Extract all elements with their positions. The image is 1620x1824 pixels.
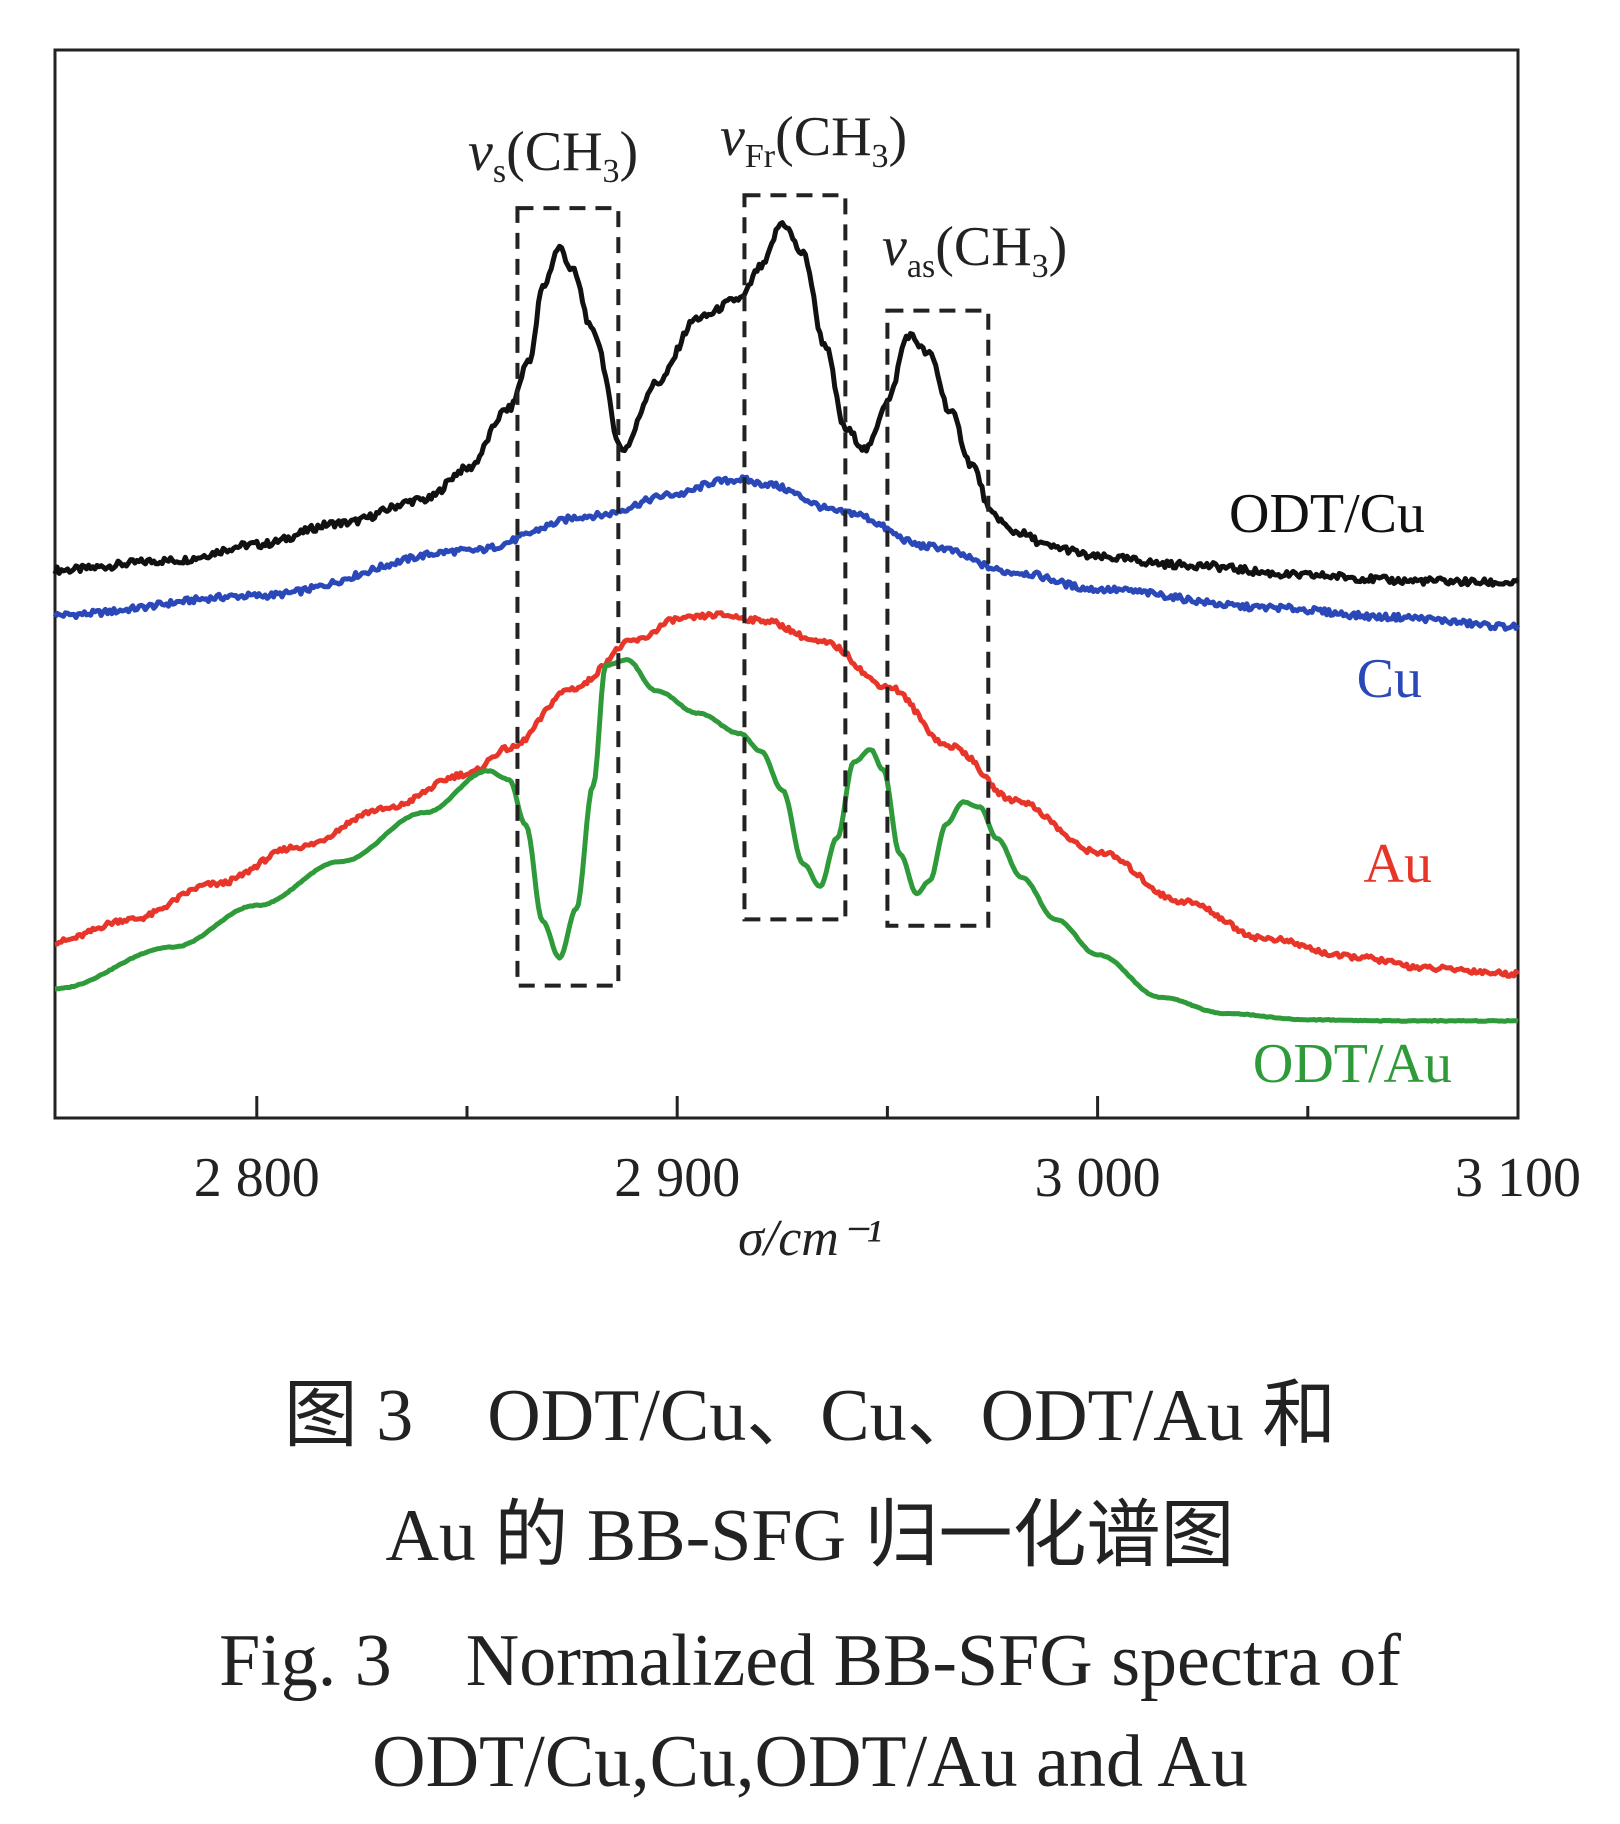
x-tick-label: 3 100 <box>1455 1147 1581 1209</box>
band-label-vfr: vFr(CH3) <box>720 106 907 175</box>
x-axis: 2 800 2 900 3 000 3 100 <box>194 1096 1581 1209</box>
x-tick-label: 2 800 <box>194 1147 320 1209</box>
series-label-odt-cu: ODT/Cu <box>1229 483 1425 545</box>
band-box-vfr <box>742 193 848 922</box>
series-line-odt-au <box>54 657 1519 1024</box>
caption-cn-line2: Au 的 BB-SFG 归一化谱图 <box>385 1495 1235 1577</box>
series-label-odt-au: ODT/Au <box>1253 1033 1452 1095</box>
x-axis-label: σ/cm⁻¹ <box>738 1210 882 1267</box>
band-layer <box>515 193 991 988</box>
band-label-vs: vs(CH3) <box>468 121 638 190</box>
band-label-vas: vas(CH3) <box>882 216 1067 285</box>
caption-en-line2: ODT/Cu,Cu,ODT/Au and Au <box>372 1721 1248 1803</box>
plot-frame <box>53 48 1520 1120</box>
series-layer <box>52 220 1521 1024</box>
caption-cn-line1: 图 3 ODT/Cu、Cu、ODT/Au 和 <box>283 1375 1337 1457</box>
caption-en-line1: Fig. 3 Normalized BB-SFG spectra of <box>219 1620 1401 1702</box>
sfg-chart: 2 800 2 900 3 000 3 100 vs(CH3) vFr(CH3) va… <box>52 48 1581 1267</box>
band-box-vas <box>885 308 991 928</box>
x-tick-label: 2 900 <box>614 1147 740 1209</box>
x-tick-label: 3 000 <box>1035 1147 1161 1209</box>
series-line-cu <box>52 474 1521 632</box>
series-line-au <box>54 610 1521 979</box>
series-line-odt-cu <box>52 220 1520 588</box>
series-label-cu: Cu <box>1357 648 1422 710</box>
series-label-au: Au <box>1364 833 1432 895</box>
